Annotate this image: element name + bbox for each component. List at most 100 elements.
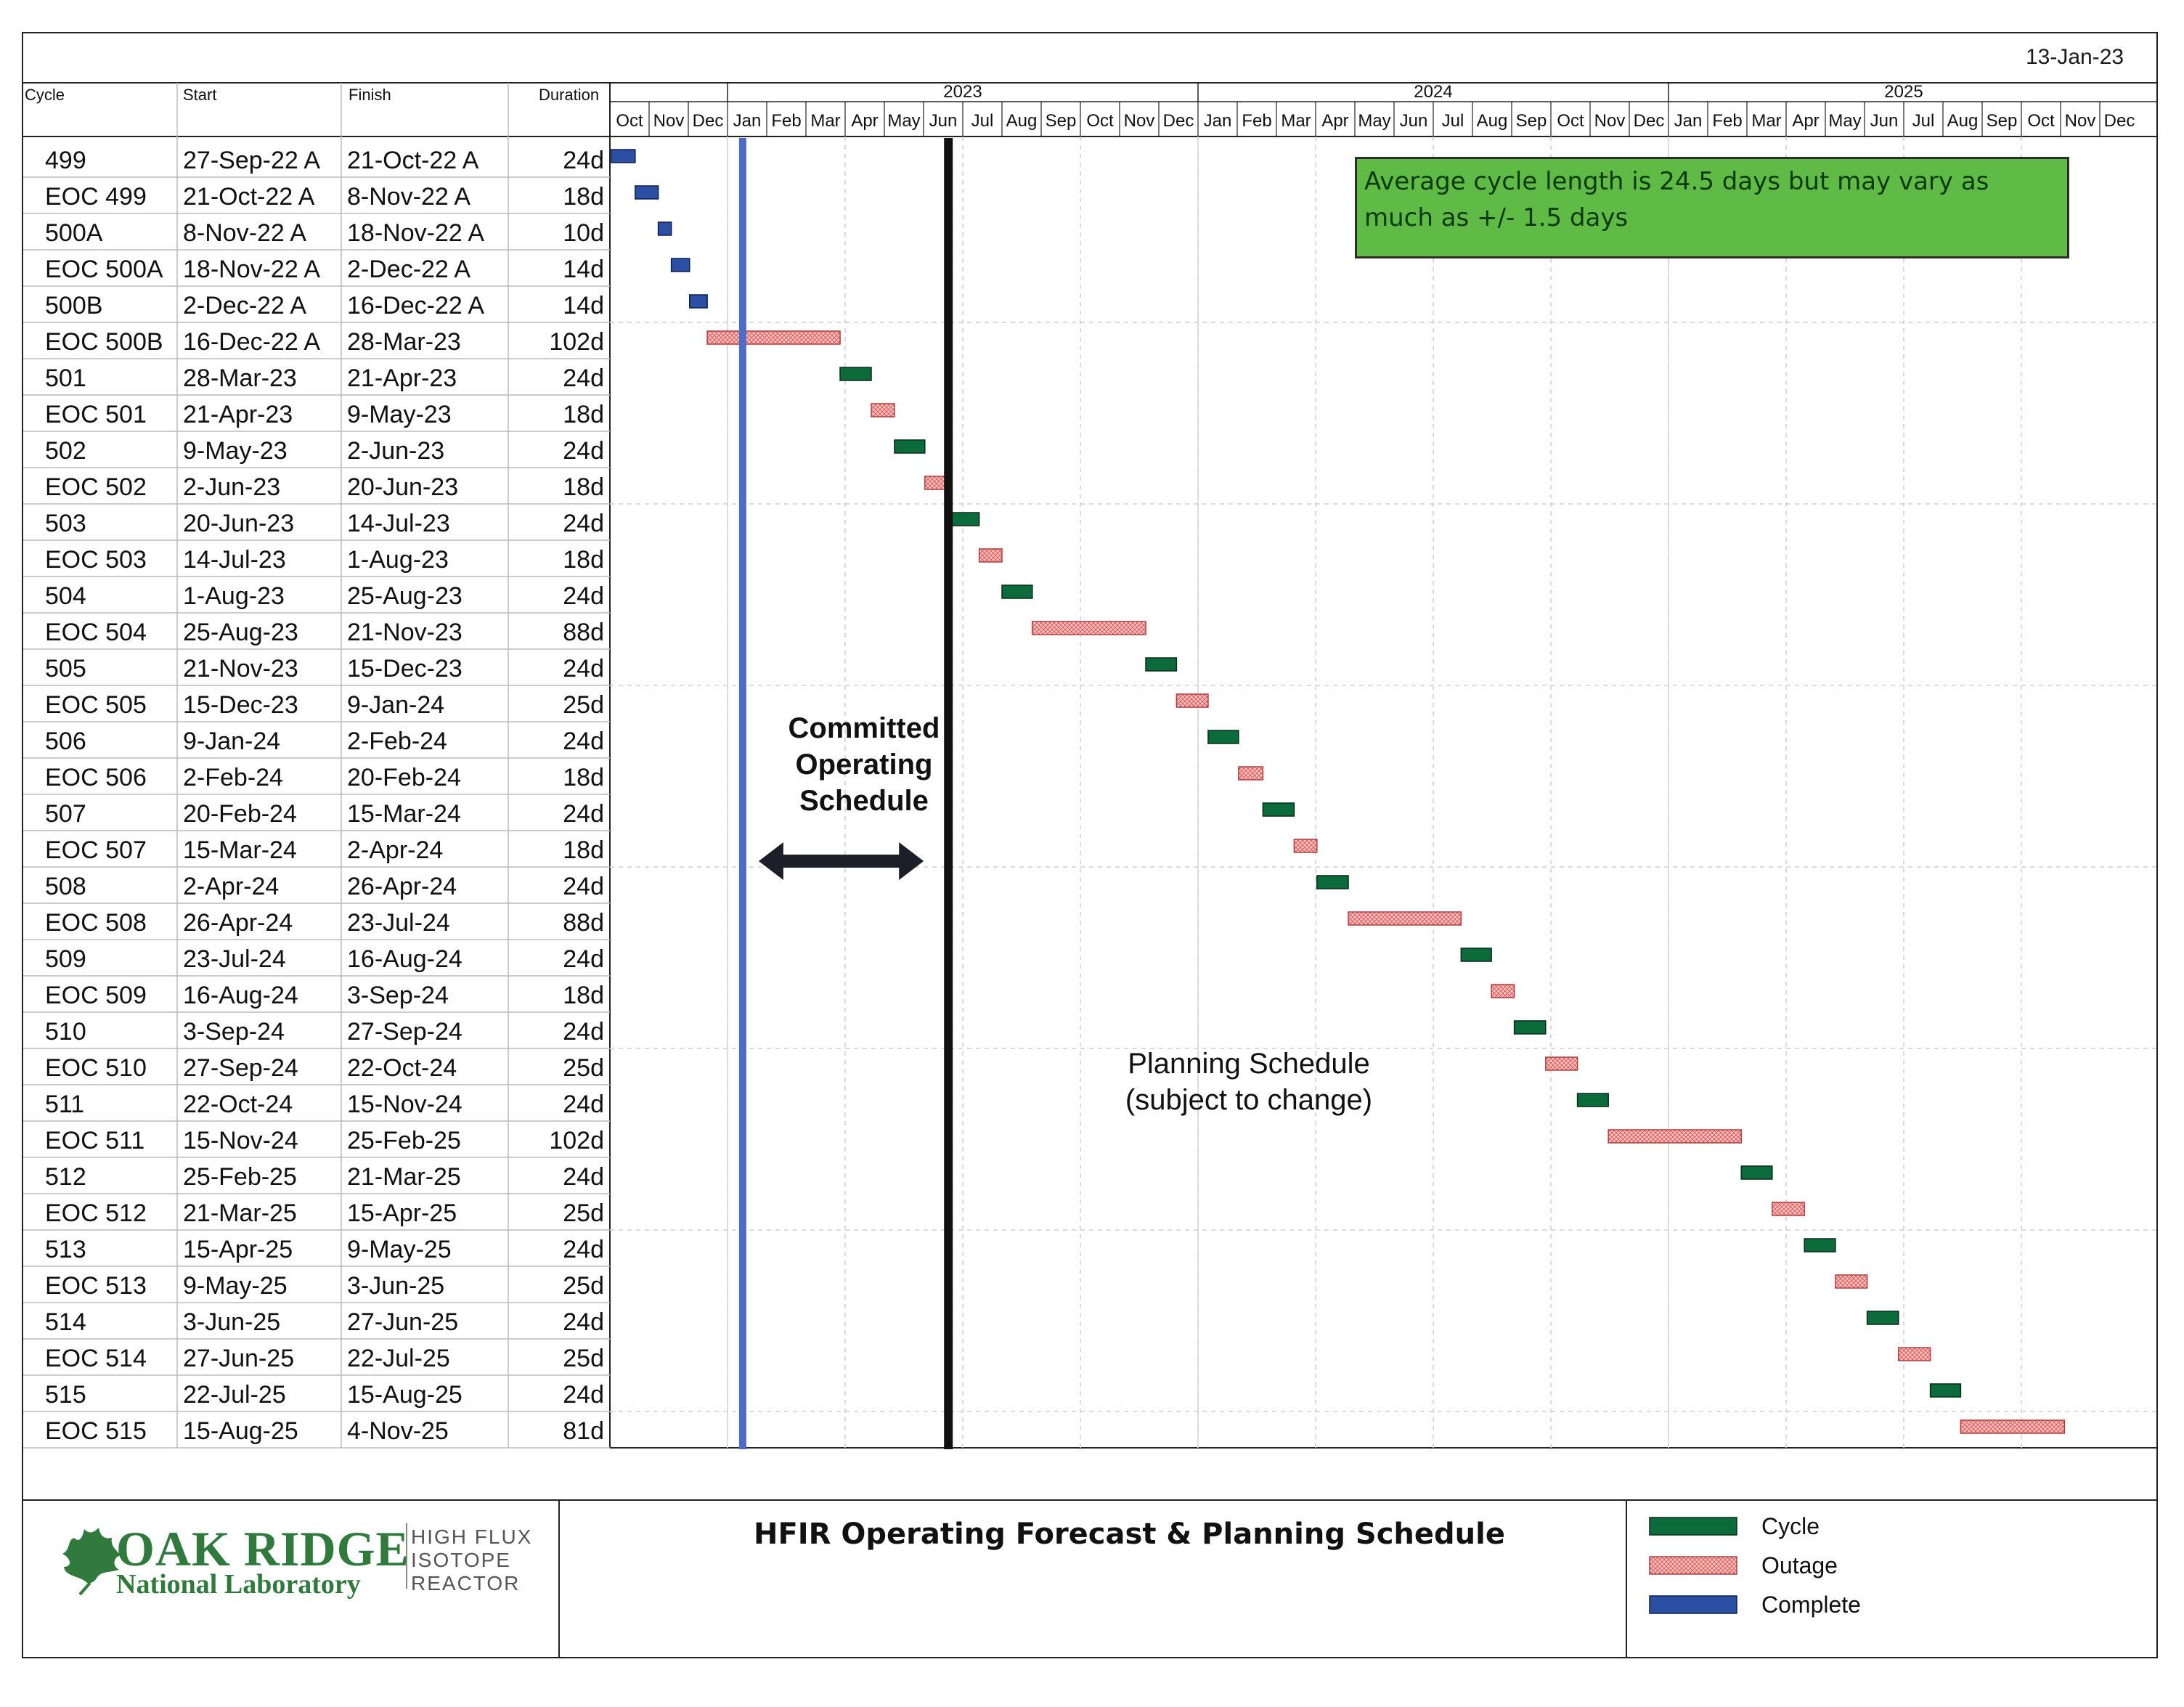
task-duration-cell: 14d <box>563 256 604 283</box>
month-label: Mar <box>1751 111 1781 131</box>
bar-outage <box>1293 839 1318 853</box>
schedule-title: HFIR Operating Forecast & Planning Sched… <box>754 1517 1505 1551</box>
task-cycle-cell: 510 <box>45 1018 86 1046</box>
bar-outage <box>978 548 1003 563</box>
task-cycle-cell: EOC 504 <box>45 619 147 646</box>
legend-cycle-swatch <box>1649 1517 1737 1536</box>
cycle-length-callout: Average cycle length is 24.5 days but ma… <box>1355 157 2069 258</box>
task-finish-cell: 20-Feb-24 <box>347 764 461 791</box>
task-finish-cell: 16-Dec-22 A <box>347 292 484 319</box>
task-start-cell: 2-Dec-22 A <box>183 292 307 319</box>
task-cycle-cell: 500A <box>45 219 103 247</box>
bar-outage <box>1238 766 1264 781</box>
task-finish-cell: 27-Jun-25 <box>347 1308 459 1336</box>
month-label: Nov <box>2065 111 2096 131</box>
task-cycle-cell: 499 <box>45 147 86 174</box>
task-duration-cell: 24d <box>563 945 604 973</box>
bar-outage <box>1898 1347 1931 1361</box>
bar-outage <box>1348 911 1462 926</box>
month-label: Jun <box>1870 111 1899 131</box>
task-duration-cell: 24d <box>563 1091 604 1118</box>
committed-label: Committed Operating Schedule <box>777 710 951 819</box>
task-duration-cell: 18d <box>563 473 604 501</box>
planning-label: Planning Schedule (subject to change) <box>1075 1046 1423 1118</box>
month-label: Feb <box>771 111 801 131</box>
task-cycle-cell: EOC 503 <box>45 546 147 574</box>
task-cycle-cell: 512 <box>45 1163 86 1191</box>
bar-outage <box>1491 984 1515 998</box>
month-label: Oct <box>616 111 643 131</box>
task-duration-cell: 25d <box>563 1054 604 1082</box>
month-label: Dec <box>1163 111 1194 131</box>
task-cycle-cell: 504 <box>45 582 86 610</box>
task-cycle-cell: EOC 514 <box>45 1345 147 1372</box>
month-label: Jul <box>1912 111 1935 131</box>
task-cycle-cell: EOC 513 <box>45 1272 147 1300</box>
month-label: Dec <box>693 111 724 131</box>
task-start-cell: 27-Sep-22 A <box>183 147 321 174</box>
month-label: Feb <box>1242 111 1271 131</box>
task-duration-cell: 102d <box>549 328 604 356</box>
month-label: Oct <box>2027 111 2055 131</box>
task-cycle-cell: 500B <box>45 292 103 319</box>
month-label: Dec <box>2104 111 2135 131</box>
task-start-cell: 1-Aug-23 <box>183 582 285 610</box>
task-duration-cell: 18d <box>563 546 604 574</box>
task-duration-cell: 25d <box>563 1345 604 1372</box>
task-start-cell: 27-Jun-25 <box>183 1345 295 1372</box>
task-cycle-cell: 509 <box>45 945 86 973</box>
task-finish-cell: 3-Sep-24 <box>347 982 449 1009</box>
task-start-cell: 15-Nov-24 <box>183 1127 298 1154</box>
task-cycle-cell: 501 <box>45 364 86 392</box>
task-cycle-cell: EOC 501 <box>45 401 147 428</box>
task-duration-cell: 18d <box>563 764 604 791</box>
bar-complete <box>657 221 672 236</box>
task-cycle-cell: 514 <box>45 1308 86 1336</box>
header-cycle: Cycle <box>25 86 65 104</box>
task-duration-cell: 24d <box>563 873 604 900</box>
committed-line-2: Operating <box>795 749 933 781</box>
bar-outage <box>1545 1056 1578 1071</box>
task-finish-cell: 9-May-23 <box>347 401 452 428</box>
task-finish-cell: 14-Jul-23 <box>347 510 450 537</box>
task-start-cell: 14-Jul-23 <box>183 546 286 574</box>
task-finish-cell: 23-Jul-24 <box>347 909 450 937</box>
task-finish-cell: 28-Mar-23 <box>347 328 461 356</box>
bar-complete <box>670 258 690 272</box>
bar-cycle <box>948 512 980 526</box>
bar-cycle <box>1866 1311 1899 1325</box>
task-duration-cell: 10d <box>563 219 604 247</box>
task-duration-cell: 25d <box>563 1199 604 1227</box>
month-label: Feb <box>1712 111 1742 131</box>
task-start-cell: 9-May-23 <box>183 437 288 465</box>
task-cycle-cell: 505 <box>45 655 86 683</box>
task-finish-cell: 15-Mar-24 <box>347 800 461 828</box>
legend-complete-label: Complete <box>1761 1592 1861 1618</box>
bar-cycle <box>1316 875 1349 889</box>
bar-outage <box>1032 621 1146 635</box>
task-finish-cell: 15-Nov-24 <box>347 1091 463 1118</box>
task-duration-cell: 24d <box>563 1018 604 1046</box>
task-cycle-cell: 503 <box>45 510 86 537</box>
month-label: Jan <box>733 111 762 131</box>
month-label: Sep <box>1987 111 2018 131</box>
bar-complete <box>611 149 636 163</box>
task-cycle-cell: 502 <box>45 437 86 465</box>
task-duration-cell: 25d <box>563 1272 604 1300</box>
task-cycle-cell: EOC 507 <box>45 836 147 864</box>
report-date: 13-Jan-23 <box>2026 45 2124 69</box>
year-label: 2023 <box>943 82 982 102</box>
task-start-cell: 20-Feb-24 <box>183 800 297 828</box>
bar-cycle <box>894 439 926 454</box>
task-start-cell: 26-Apr-24 <box>183 909 293 937</box>
task-finish-cell: 15-Apr-25 <box>347 1199 457 1227</box>
bar-cycle <box>1460 948 1492 962</box>
month-label: Oct <box>1557 111 1584 131</box>
committed-schedule-line <box>944 138 953 1449</box>
task-cycle-cell: EOC 508 <box>45 909 147 937</box>
bar-outage <box>1608 1129 1743 1144</box>
task-finish-cell: 18-Nov-22 A <box>347 219 484 247</box>
task-cycle-cell: EOC 500A <box>45 256 163 283</box>
month-label: Nov <box>1594 111 1626 131</box>
